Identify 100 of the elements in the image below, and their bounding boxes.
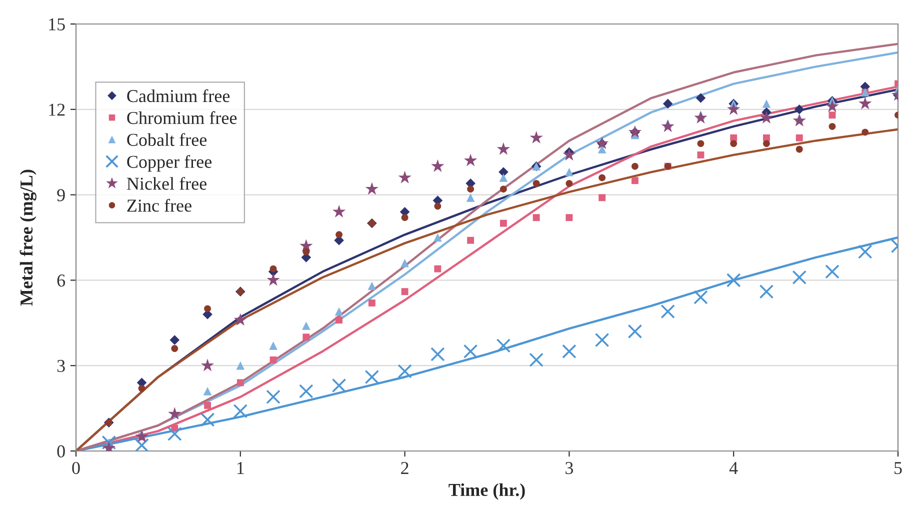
point — [530, 130, 543, 144]
point — [532, 180, 540, 187]
y-tick-label: 0 — [57, 445, 65, 458]
point — [631, 177, 638, 184]
x-tick-label: 5 — [894, 462, 902, 474]
point — [858, 244, 872, 259]
point — [594, 332, 610, 348]
x-tick-label: 3 — [566, 462, 574, 474]
point — [398, 364, 412, 378]
point — [500, 220, 507, 227]
legend-label: Cobalt free — [127, 133, 206, 146]
point — [332, 378, 346, 393]
point — [794, 104, 804, 114]
y-tick-label: 3 — [57, 360, 65, 372]
point — [826, 100, 839, 112]
point — [762, 100, 771, 108]
point — [565, 168, 574, 176]
point — [203, 387, 212, 396]
point — [401, 288, 408, 296]
point — [336, 231, 343, 238]
y-tick-label: 15 — [49, 18, 65, 30]
legend-label: Chromium free — [127, 111, 237, 124]
point — [135, 430, 148, 442]
point — [401, 214, 408, 222]
point — [269, 342, 278, 350]
point — [467, 236, 474, 244]
point — [467, 186, 474, 193]
point — [828, 123, 836, 130]
point — [365, 182, 379, 195]
legend-label: Copper free — [127, 155, 212, 172]
point — [499, 174, 508, 182]
point — [234, 313, 248, 326]
point — [204, 402, 211, 409]
point — [466, 193, 475, 202]
point — [598, 174, 606, 182]
x-axis-title: Time (hr.) — [448, 483, 525, 500]
point — [566, 180, 573, 187]
point — [760, 110, 774, 124]
point — [628, 324, 642, 339]
point — [200, 358, 214, 372]
legend-label: Nickel free — [126, 176, 206, 190]
point — [500, 186, 507, 193]
point — [598, 194, 606, 202]
point — [204, 305, 211, 312]
y-axis-title: Metal free (mg/L) — [20, 170, 36, 306]
legend-label: Zinc free — [127, 198, 192, 212]
point — [168, 407, 182, 420]
point — [631, 162, 638, 170]
point — [138, 384, 146, 392]
point — [170, 335, 180, 345]
point — [566, 214, 573, 222]
point — [862, 128, 869, 136]
point — [302, 334, 310, 341]
point — [431, 159, 444, 172]
point — [792, 270, 807, 285]
point — [661, 120, 674, 132]
point — [302, 248, 310, 256]
point — [726, 273, 741, 288]
point — [398, 170, 412, 184]
point — [562, 148, 576, 161]
point — [697, 140, 704, 148]
y-tick-label: 6 — [57, 274, 66, 287]
x-tick-label: 1 — [237, 462, 244, 474]
point — [233, 404, 248, 418]
point — [496, 338, 511, 353]
point — [332, 204, 346, 218]
x-tick-label: 2 — [401, 462, 408, 474]
point — [266, 273, 280, 286]
point — [694, 110, 708, 124]
point — [726, 102, 740, 116]
legend-label: Cadmium free — [127, 89, 230, 102]
point — [763, 140, 770, 148]
point — [270, 265, 277, 272]
x-tick-label: 0 — [72, 462, 80, 474]
point — [302, 322, 310, 330]
point — [368, 282, 376, 290]
point — [336, 316, 343, 324]
point — [134, 438, 149, 451]
point — [364, 370, 380, 384]
point — [828, 112, 836, 119]
point — [825, 264, 840, 279]
point — [368, 300, 376, 306]
point — [660, 304, 675, 319]
y-tick-label: 12 — [49, 104, 65, 116]
point — [598, 145, 606, 154]
point — [463, 344, 478, 359]
point — [434, 265, 442, 272]
point — [400, 258, 409, 268]
point — [562, 344, 576, 359]
point — [299, 384, 314, 398]
point — [662, 98, 673, 109]
point — [464, 154, 478, 166]
point — [696, 93, 706, 103]
point — [792, 114, 806, 126]
point — [270, 356, 277, 364]
point — [858, 96, 872, 110]
point — [496, 142, 510, 155]
point — [171, 345, 178, 352]
point — [529, 352, 544, 368]
point — [796, 146, 803, 153]
